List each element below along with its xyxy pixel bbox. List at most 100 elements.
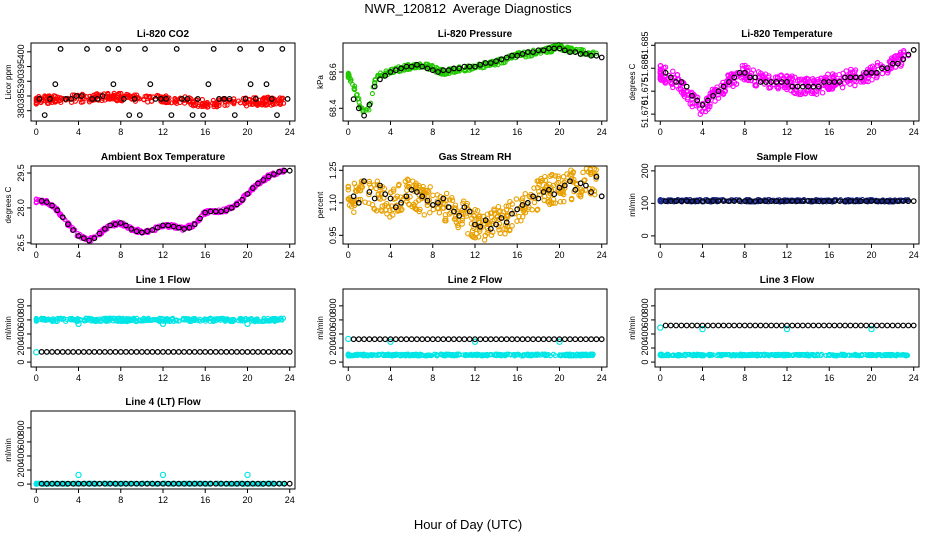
- data-point: [826, 198, 833, 205]
- data-point: [502, 352, 508, 358]
- data-point: [561, 198, 567, 205]
- x-tick-label: 0: [34, 127, 39, 137]
- data-point: [689, 92, 695, 99]
- data-point: [804, 80, 810, 87]
- data-point: [852, 198, 859, 205]
- data-point: [524, 336, 531, 343]
- x-tick-label: 0: [658, 127, 663, 137]
- data-point: [842, 74, 848, 81]
- data-point: [720, 322, 727, 329]
- data-point: [847, 81, 853, 87]
- data-point: [276, 349, 283, 355]
- data-point: [398, 199, 405, 206]
- data-point: [96, 97, 102, 103]
- data-point: [102, 97, 108, 103]
- data-point: [414, 61, 420, 68]
- data-point: [895, 322, 901, 329]
- x-tick-label: 20: [242, 373, 252, 383]
- data-point: [181, 480, 188, 487]
- data-point: [521, 207, 527, 213]
- y-tick-label: 600: [16, 312, 26, 327]
- data-point: [408, 336, 415, 343]
- data-point: [526, 193, 533, 200]
- data-point: [252, 95, 259, 102]
- data-point: [484, 353, 490, 359]
- data-point: [271, 480, 277, 487]
- data-point: [870, 352, 877, 358]
- data-point: [375, 191, 382, 197]
- data-point: [398, 336, 405, 343]
- data-point: [477, 61, 484, 68]
- data-point: [789, 322, 796, 329]
- x-tick-label: 0: [34, 495, 39, 505]
- data-point: [131, 95, 138, 102]
- data-point: [482, 336, 489, 343]
- panel-title: Gas Stream RH: [439, 152, 512, 163]
- data-point: [567, 49, 573, 55]
- data-point: [270, 101, 276, 107]
- data-point: [221, 95, 228, 102]
- data-point: [377, 336, 383, 343]
- data-point: [378, 191, 385, 197]
- data-point: [694, 198, 701, 205]
- data-point: [172, 96, 178, 102]
- y-tick-label: 600: [16, 434, 26, 449]
- data-point: [392, 67, 399, 74]
- data-point: [355, 105, 362, 112]
- data-point: [509, 55, 515, 61]
- data-point: [465, 352, 471, 358]
- data-point: [80, 235, 87, 242]
- data-point: [551, 45, 558, 52]
- data-point: [49, 349, 55, 355]
- data-point: [249, 349, 256, 355]
- x-tick-label: 20: [554, 373, 564, 383]
- data-point: [466, 208, 473, 215]
- data-point: [805, 83, 811, 90]
- data-point: [718, 352, 724, 358]
- data-point: [253, 101, 260, 107]
- data-point: [551, 336, 558, 343]
- data-point: [710, 92, 716, 99]
- data-point: [368, 352, 374, 358]
- data-point: [468, 220, 475, 227]
- data-point: [550, 351, 556, 357]
- data-point: [422, 353, 428, 359]
- data-point: [512, 353, 518, 359]
- data-point: [175, 349, 182, 355]
- data-point: [224, 102, 230, 108]
- data-point: [237, 316, 243, 322]
- data-point: [122, 317, 128, 323]
- data-point: [244, 349, 251, 355]
- data-point: [47, 95, 53, 102]
- data-point: [741, 198, 748, 205]
- data-point: [874, 62, 881, 69]
- data-point: [502, 231, 508, 237]
- data-point: [852, 74, 859, 81]
- data-point: [789, 83, 796, 90]
- data-point: [149, 349, 156, 355]
- data-point: [784, 352, 790, 358]
- data-point: [821, 198, 827, 205]
- y-tick-label: 100: [640, 196, 650, 211]
- plot-frame: [30, 288, 296, 368]
- data-point: [796, 78, 803, 84]
- data-point: [503, 219, 510, 226]
- data-point: [265, 480, 272, 487]
- data-point: [662, 69, 669, 76]
- data-point: [852, 351, 858, 357]
- data-point: [742, 62, 748, 69]
- data-point: [449, 197, 456, 204]
- data-point: [149, 480, 156, 487]
- data-point: [671, 74, 677, 81]
- data-point: [33, 349, 40, 356]
- data-point: [690, 353, 696, 359]
- data-point: [110, 81, 117, 88]
- data-point: [839, 84, 846, 91]
- data-point: [136, 112, 143, 118]
- data-point: [350, 96, 357, 103]
- data-point: [889, 352, 895, 358]
- x-tick-label: 16: [200, 250, 210, 260]
- data-point: [709, 352, 715, 358]
- data-point: [274, 316, 281, 322]
- data-point: [397, 194, 404, 200]
